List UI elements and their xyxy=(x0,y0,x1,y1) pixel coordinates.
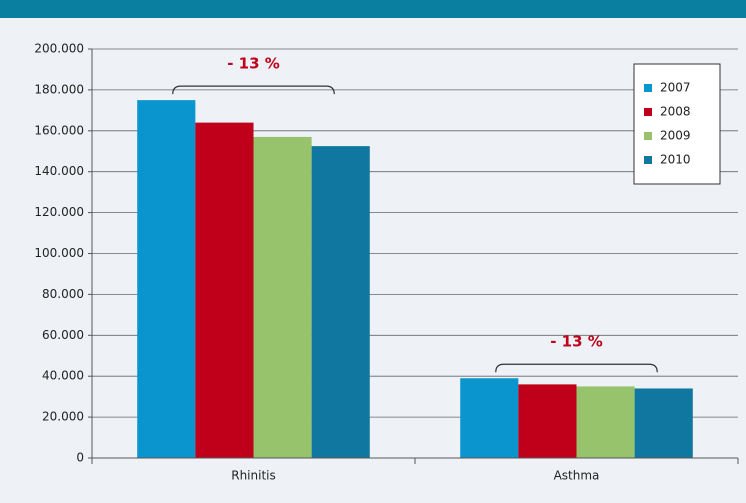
legend-label: 2010 xyxy=(660,153,691,167)
annotation: - 13 % xyxy=(550,333,603,351)
x-tick-label: Rhinitis xyxy=(231,469,276,483)
y-tick-label: 60.000 xyxy=(42,328,84,342)
bar xyxy=(195,122,254,459)
legend-swatch xyxy=(644,156,652,164)
legend-label: 2008 xyxy=(660,105,691,119)
bar xyxy=(253,136,312,458)
y-tick-label: 20.000 xyxy=(42,410,84,424)
legend-swatch xyxy=(644,132,652,140)
y-tick-label: 140.000 xyxy=(34,164,84,178)
header-band xyxy=(0,0,746,18)
y-tick-label: 120.000 xyxy=(34,205,84,219)
legend-swatch xyxy=(644,108,652,116)
bar xyxy=(137,100,196,458)
y-tick-label: 40.000 xyxy=(42,369,84,383)
legend-label: 2007 xyxy=(660,81,691,95)
legend-swatch xyxy=(644,84,652,92)
bar xyxy=(311,146,370,458)
y-tick-label: 0 xyxy=(76,451,84,465)
bracket xyxy=(172,85,335,95)
y-tick-label: 180.000 xyxy=(34,82,84,96)
x-tick-label: Asthma xyxy=(554,469,600,483)
y-tick-label: 100.000 xyxy=(34,246,84,260)
bar xyxy=(634,388,693,458)
bar xyxy=(460,378,519,458)
legend-label: 2009 xyxy=(660,129,691,143)
bar xyxy=(576,386,635,458)
y-tick-label: 200.000 xyxy=(34,42,84,56)
annotation: - 13 % xyxy=(227,55,280,73)
y-tick-label: 80.000 xyxy=(42,287,84,301)
bracket xyxy=(495,363,658,373)
y-tick-label: 160.000 xyxy=(34,123,84,137)
bar xyxy=(518,384,577,458)
